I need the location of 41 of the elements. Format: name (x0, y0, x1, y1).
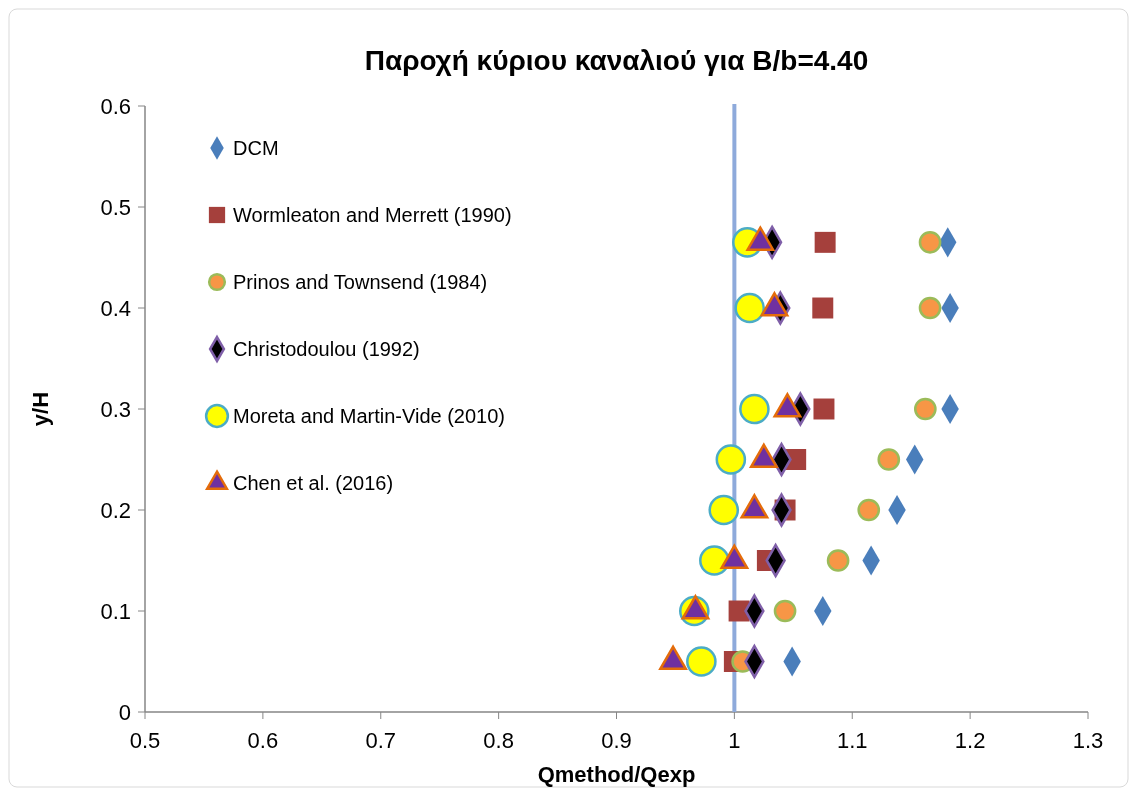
x-tick-label: 1.2 (954, 728, 986, 753)
legend-label: Prinos and Townsend (1984) (233, 271, 488, 293)
point (739, 393, 770, 425)
x-tick-label: 0.5 (129, 728, 161, 753)
point (773, 599, 797, 623)
x-tick-label: 1.1 (836, 728, 868, 753)
y-tick-label: 0.3 (100, 396, 131, 422)
y-tick-label: 0.6 (100, 93, 131, 119)
y-tick-label: 0.1 (100, 598, 131, 624)
y-tick-label: 0.4 (100, 295, 131, 321)
point (877, 448, 901, 471)
point (813, 398, 835, 420)
y-tick-label: 0.5 (100, 194, 131, 220)
point (826, 549, 850, 572)
y-axis-title: y/H (28, 391, 53, 427)
point (918, 296, 942, 320)
point (913, 397, 937, 421)
legend-label: Wormleaton and Merrett (1990) (233, 204, 512, 226)
x-tick-label: 0.7 (365, 728, 397, 753)
x-tick-label: 0.9 (601, 728, 632, 753)
point (918, 231, 942, 254)
legend-label: Moreta and Martin-Vide (2010) (233, 405, 505, 427)
point (857, 498, 881, 522)
chart-title: Παροχή κύριου καναλιού για B/b=4.40 (364, 45, 869, 76)
y-tick-label: 0 (118, 699, 131, 725)
point (814, 231, 836, 253)
point (686, 646, 717, 677)
x-axis-title: Qmethod/Qexp (537, 762, 696, 787)
point (708, 494, 740, 526)
legend-label: Chen et al. (2016) (233, 472, 394, 494)
x-tick-label: 1.3 (1072, 728, 1104, 753)
x-tick-label: 0.6 (247, 728, 279, 753)
point (699, 545, 730, 576)
point (734, 292, 765, 324)
point (812, 297, 834, 319)
point (715, 444, 747, 475)
x-tick-label: 1 (728, 728, 741, 753)
y-tick-label: 0.2 (100, 497, 131, 523)
x-tick-label: 0.8 (483, 728, 514, 753)
legend-label: Christodoulou (1992) (233, 338, 420, 360)
legend-label: DCM (233, 137, 279, 159)
